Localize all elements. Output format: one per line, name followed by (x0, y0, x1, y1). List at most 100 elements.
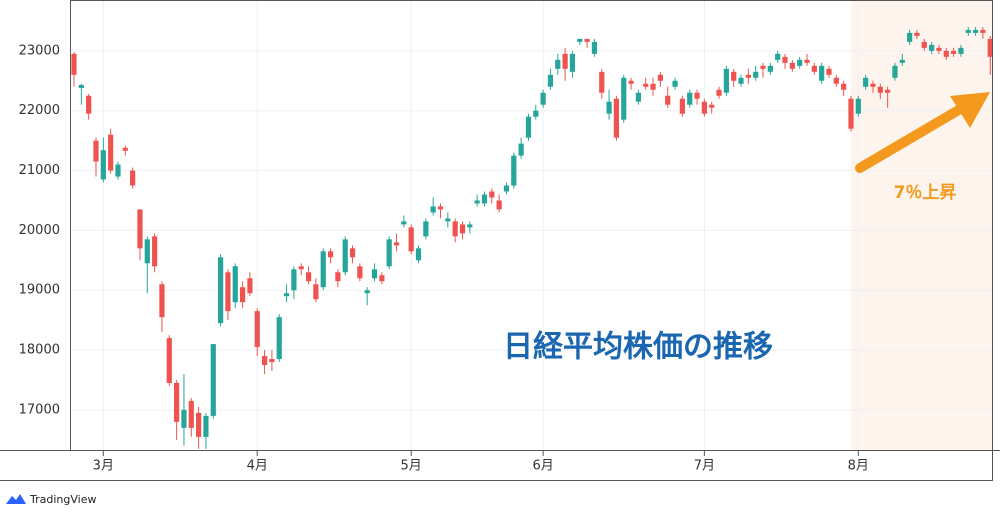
candle-body (152, 236, 158, 267)
chart-title: 日経平均株価の推移 (503, 330, 773, 365)
candle-body (386, 239, 392, 267)
candle-body (899, 59, 905, 63)
candle-body (489, 191, 495, 198)
candle-body (174, 382, 180, 422)
candle-body (196, 412, 202, 437)
candle-body (115, 164, 121, 177)
candle-body (313, 284, 319, 300)
trend-arrow (855, 92, 990, 173)
candle-body (687, 92, 693, 105)
candle-body (298, 266, 304, 270)
candle-body (797, 59, 803, 66)
candle-body (445, 218, 451, 222)
candle-body (540, 92, 546, 105)
candle-body (232, 266, 238, 303)
candle-body (108, 134, 114, 171)
candle-body (225, 272, 231, 312)
candle-body (555, 59, 561, 69)
candle-body (972, 29, 979, 33)
candle-body (562, 53, 568, 69)
candle-body (93, 140, 99, 162)
candle-body (870, 83, 876, 87)
candle-body (723, 68, 729, 93)
logo-icon (6, 494, 26, 504)
candle-body (452, 221, 458, 237)
grid (70, 0, 992, 450)
candle-body (335, 272, 341, 282)
candle-body (364, 290, 370, 294)
candle-body (408, 227, 414, 252)
logo-text: TradingView (29, 493, 96, 506)
x-tick-label: 4月 (247, 459, 268, 474)
candle-body (621, 77, 627, 120)
candle-body (635, 92, 642, 102)
y-tick-label: 20000 (19, 223, 60, 238)
candle-body (709, 104, 715, 108)
candle-body (672, 80, 678, 87)
candle-body (357, 266, 363, 279)
candle-body (643, 83, 649, 87)
candle-body (767, 65, 773, 72)
candle-body (914, 32, 920, 36)
candle-body (936, 47, 942, 51)
candle-body (657, 74, 663, 81)
candle-body (980, 29, 986, 33)
candle-body (71, 53, 77, 75)
candle-body (430, 206, 436, 213)
candle-body (218, 257, 224, 324)
candle-body (137, 209, 143, 249)
candle-body (188, 400, 194, 428)
candle-body (811, 65, 817, 72)
candle-body (613, 98, 620, 138)
candle-body (415, 248, 422, 261)
y-tick-label: 21000 (19, 163, 60, 178)
candle-body (518, 143, 524, 156)
candle-body (166, 338, 172, 383)
candle-body (401, 221, 407, 225)
y-tick-label: 18000 (19, 343, 60, 358)
candle-body (951, 50, 957, 54)
candle-body (929, 44, 935, 51)
candles (71, 26, 993, 449)
candle-body (423, 221, 429, 237)
candle-body (547, 74, 554, 87)
candle-body (239, 287, 246, 303)
candle-body (371, 269, 378, 279)
candle-body (958, 47, 964, 54)
candle-body (701, 101, 707, 114)
candle-body (892, 65, 898, 78)
candle-body (247, 278, 253, 294)
candle-body (731, 71, 737, 81)
arrow-shaft (855, 103, 967, 173)
candle-body (254, 311, 260, 348)
candle-body (533, 110, 539, 117)
candle-body (804, 59, 810, 63)
x-tick-label: 3月 (93, 459, 114, 474)
candle-body (789, 62, 795, 69)
candle-body (679, 98, 685, 114)
candle-body (716, 89, 722, 96)
y-tick-label: 19000 (19, 283, 60, 298)
candle-body (276, 317, 282, 360)
candle-body (130, 170, 136, 186)
candle-body (848, 98, 854, 129)
candle-body (291, 269, 297, 291)
candle-body (159, 284, 165, 318)
candle-body (965, 29, 971, 33)
candle-body (327, 251, 334, 258)
candle-body (694, 92, 700, 99)
candle-body (393, 242, 400, 246)
candle-body (203, 415, 209, 437)
candle-body (841, 83, 847, 90)
candle-body (467, 224, 473, 228)
x-tick-label: 8月 (848, 459, 869, 474)
candle-body (210, 344, 216, 416)
candle-body (437, 206, 444, 210)
candle-body (577, 38, 583, 42)
candle-body (855, 98, 861, 114)
candle-body (833, 77, 839, 84)
candle-body (122, 147, 128, 151)
candle-body (987, 38, 993, 57)
candle-body (907, 32, 913, 42)
